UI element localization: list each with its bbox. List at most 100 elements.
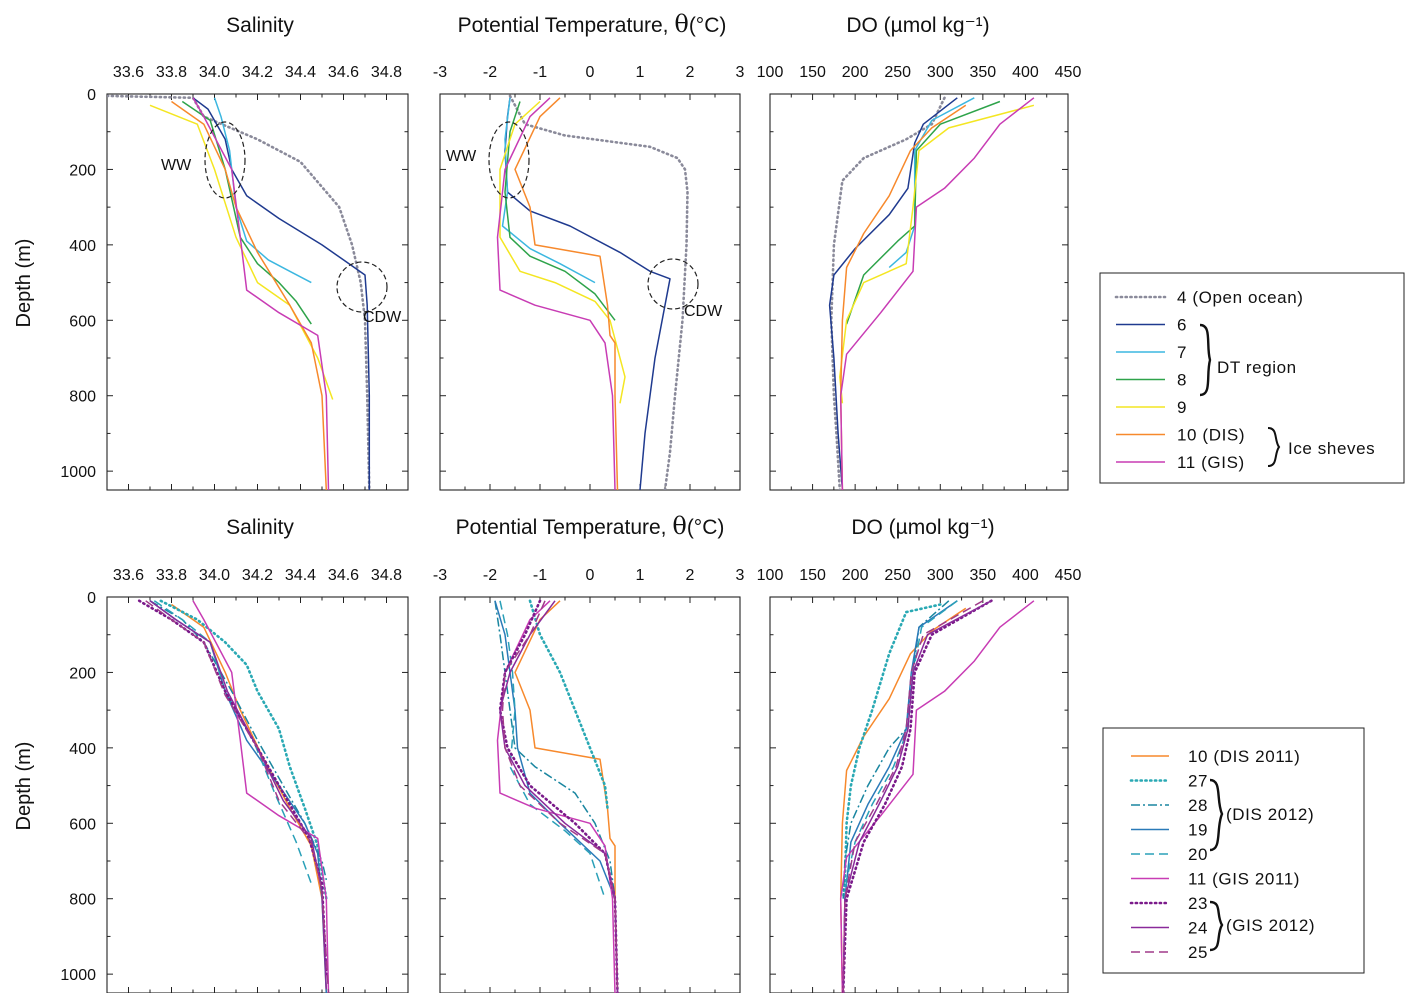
x-tick-label: 34.8 [371, 567, 402, 584]
x-tick-label: -3 [433, 567, 447, 584]
y-tick-label: 200 [69, 162, 96, 179]
x-tick-label: 1 [636, 64, 645, 81]
series-line-23 [498, 599, 619, 993]
series-line-27 [159, 599, 328, 900]
series-line-10-dis [839, 104, 967, 490]
title-top-do: DO (µmol kg⁻¹) [846, 14, 989, 37]
legend-label: 23 [1188, 894, 1208, 913]
panel-bottom-do: 100 150 200 250 300 350 400 450 [757, 567, 1081, 993]
x-tick-label: 33.8 [156, 64, 187, 81]
series-line-10-dis [514, 97, 619, 490]
legend-group-gis-2012: (GIS 2012) [1226, 916, 1315, 935]
x-tick-label: 100 [757, 64, 784, 81]
legend-brace-ice [1267, 427, 1281, 467]
x-tick-label: 150 [799, 64, 826, 81]
series-line-25 [145, 600, 330, 993]
legend-label: 24 [1188, 919, 1208, 938]
legend-label: 4 (Open ocean) [1177, 288, 1304, 307]
series-line-11-gis [839, 97, 1035, 490]
x-tick-label: 350 [970, 567, 997, 584]
legend-label: 9 [1177, 398, 1187, 417]
series-line-19 [494, 600, 619, 993]
y-tick-label: 800 [69, 892, 96, 909]
annotation-cdw-label: CDW [363, 309, 402, 326]
x-tick-label: 34.0 [199, 567, 230, 584]
legend-group-dis-2012: (DIS 2012) [1226, 805, 1314, 824]
y-tick-label: 0 [87, 87, 96, 104]
series-line-28 [149, 600, 328, 881]
series-line-19 [842, 600, 958, 993]
series-line-25 [501, 600, 619, 993]
x-tick-label: 200 [842, 64, 869, 81]
panel-bottom-theta: -3 -2 -1 0 1 2 3 [433, 567, 745, 993]
series-group [137, 599, 330, 993]
series-line-7 [501, 97, 596, 284]
series-line-9 [499, 100, 626, 404]
annotation-ww-theta: WW [446, 121, 530, 199]
legend-label: 10 (DIS 2011) [1188, 747, 1300, 766]
ylabel-bottom: Depth (m) [13, 742, 35, 831]
series-line-20 [844, 600, 958, 899]
y-tick-label: 800 [69, 389, 96, 406]
annotation-ww-label: WW [446, 148, 477, 165]
x-tick-label: 150 [799, 567, 826, 584]
annotation-ww-salinity: WW [161, 121, 246, 199]
legend-label: 11 (GIS) [1177, 453, 1245, 472]
x-tick-label: 34.0 [199, 64, 230, 81]
legend-label: 11 (GIS 2011) [1188, 870, 1300, 889]
series-line-6 [828, 97, 958, 490]
legend-group-dt-region: DT region [1217, 358, 1297, 377]
y-tick-label: 1000 [60, 967, 96, 984]
x-tick-label: -1 [533, 64, 547, 81]
plot-frame [106, 93, 409, 491]
x-tick-label: 1 [636, 567, 645, 584]
series-group [839, 599, 1035, 993]
ylabel-top: Depth (m) [13, 239, 35, 328]
title-top-theta: Potential Temperature, θ(°C) [458, 10, 727, 38]
series-line-23 [841, 599, 993, 993]
legend-top: 4 (Open ocean) 6 7 8 9 10 (DIS) 11 (GIS) DT re… [1099, 272, 1405, 484]
y-tick-label: 400 [69, 741, 96, 758]
x-tick-label: 300 [927, 567, 954, 584]
y-tick-label: 600 [69, 313, 96, 330]
plot-frame [439, 596, 741, 993]
series-line-4-open-ocean [830, 96, 946, 490]
panel-bottom-salinity: 33.6 33.8 34.0 34.2 34.4 34.6 34.8 0 200 400 600 80… [60, 567, 409, 993]
legend-label: 25 [1188, 943, 1208, 962]
x-tick-label: 200 [842, 567, 869, 584]
x-tick-label: 0 [586, 567, 595, 584]
legend-label: 19 [1188, 821, 1208, 840]
series-line-11-gis-2011 [192, 600, 330, 993]
series-line-11-gis [192, 97, 330, 490]
series-line-10-dis [171, 100, 328, 490]
x-tick-label: 33.8 [156, 567, 187, 584]
series-line-4-open-ocean [508, 94, 689, 490]
legend-label: 20 [1188, 845, 1208, 864]
legend-label: 6 [1177, 316, 1187, 335]
x-tick-label: 400 [1012, 567, 1039, 584]
series-line-4-open-ocean [107, 94, 371, 490]
series-line-20 [153, 600, 313, 884]
title-bottom-do: DO (µmol kg⁻¹) [851, 516, 994, 539]
annotation-cdw-label: CDW [684, 303, 723, 320]
x-tick-label: -2 [483, 567, 497, 584]
series-group [494, 599, 619, 993]
x-tick-label: 34.4 [285, 567, 316, 584]
series-line-9 [839, 104, 1035, 404]
legend-brace-dt [1199, 323, 1212, 397]
legend-label: 10 (DIS) [1177, 426, 1245, 445]
series-line-11-gis-2011 [839, 600, 1035, 993]
x-tick-label: 2 [686, 64, 695, 81]
y-tick-label: 1000 [60, 464, 96, 481]
y-tick-label: 400 [69, 238, 96, 255]
x-tick-label: 33.6 [113, 567, 144, 584]
legend-brace-dis2012 [1209, 778, 1224, 852]
x-tick-label: 33.6 [113, 64, 144, 81]
x-tick-label: 34.2 [242, 64, 273, 81]
legend-label: 28 [1188, 796, 1208, 815]
series-line-11-gis [496, 97, 616, 490]
series-line-28 [494, 600, 616, 899]
annotation-ww-label: WW [161, 157, 192, 174]
legend-label: 27 [1188, 772, 1208, 791]
series-line-6 [192, 97, 371, 490]
